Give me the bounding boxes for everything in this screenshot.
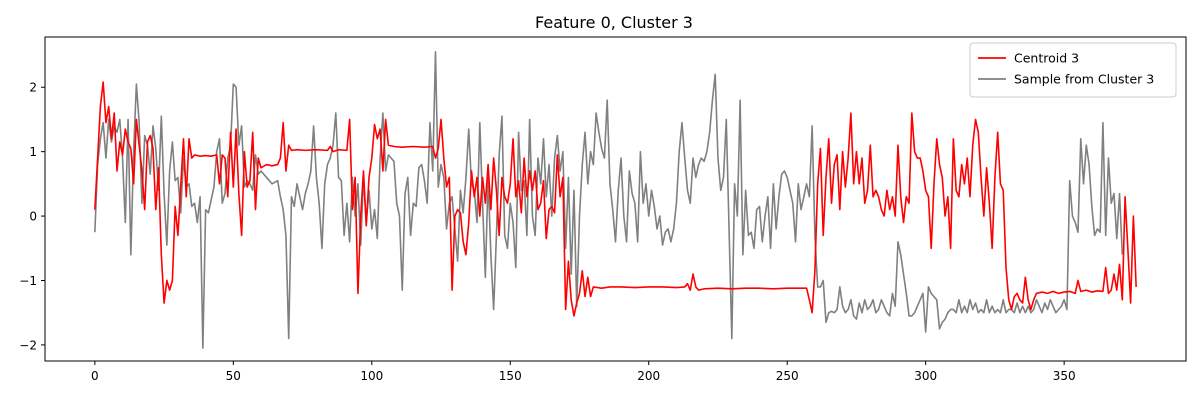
x-tick-label: 300 <box>914 369 937 383</box>
series-line-2 <box>94 51 1124 349</box>
x-tick-label: 150 <box>499 369 522 383</box>
y-tick-label: 2 <box>29 81 37 95</box>
y-tick-label: 0 <box>29 210 37 224</box>
x-tick-label: 200 <box>637 369 660 383</box>
plot-frame <box>44 36 1187 362</box>
x-tick-label: 350 <box>1053 369 1076 383</box>
x-tick-label: 250 <box>776 369 799 383</box>
legend-box <box>969 42 1177 98</box>
y-tick-label: −1 <box>19 274 37 288</box>
series-line-1 <box>94 81 1137 317</box>
y-tick-label: −2 <box>19 338 37 352</box>
x-tick-label: 0 <box>91 369 99 383</box>
legend-label: Sample from Cluster 3 <box>1014 72 1154 87</box>
chart-title: Feature 0, Cluster 3 <box>535 13 693 32</box>
x-tick-label: 100 <box>360 369 383 383</box>
legend-label: Centroid 3 <box>1014 51 1079 66</box>
legend: Centroid 3 Sample from Cluster 3 <box>969 42 1177 98</box>
y-tick-label: 1 <box>29 145 37 159</box>
y-axis: −2 −1 0 1 2 <box>19 81 45 352</box>
x-axis: 0 50 100 150 200 250 300 350 <box>91 361 1076 383</box>
x-tick-label: 50 <box>226 369 241 383</box>
